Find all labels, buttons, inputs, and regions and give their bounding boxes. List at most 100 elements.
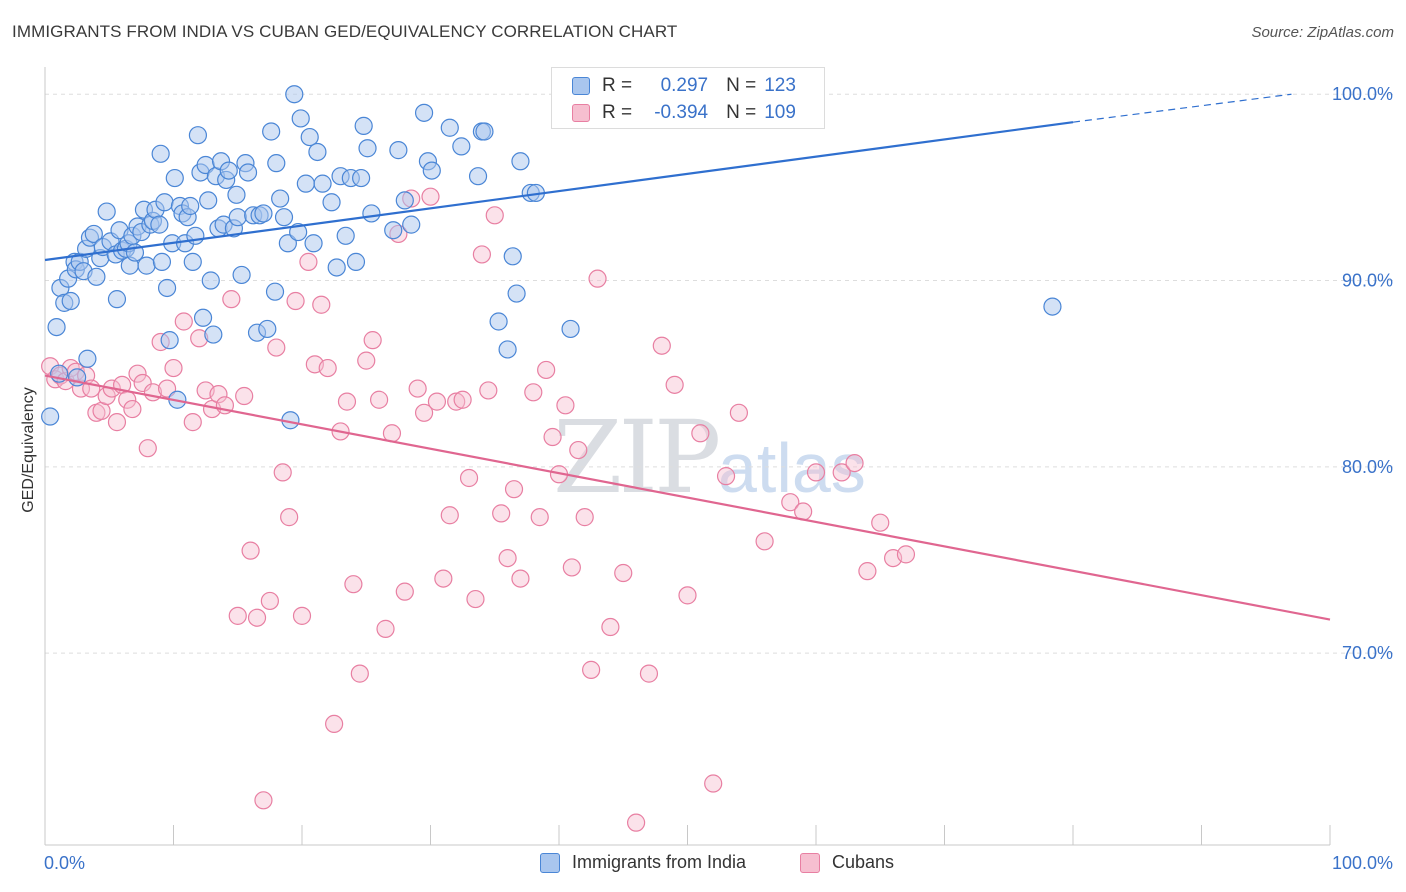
cuban-point [781,493,800,512]
series-legend-india[interactable]: Immigrants from India [540,852,746,873]
cuban-point [652,336,671,355]
india-point [308,142,327,162]
source-label: Source: ZipAtlas.com [1251,24,1394,41]
india-point [271,189,290,208]
cuban-point [363,331,382,350]
india-point [107,290,127,309]
india-point [503,247,522,266]
cuban-point [434,569,453,588]
cuban-point [414,403,434,422]
india-point [395,191,414,210]
india-trendline [44,121,1074,262]
cuban-point [601,617,620,637]
india-point [219,161,238,180]
india-point [150,215,169,234]
india-point [97,202,116,221]
india-point [61,291,80,311]
india-point [468,167,488,186]
india-point [322,193,341,212]
cuban-point [318,358,337,378]
legend-n-value: 123 [764,75,796,96]
india-point [489,312,508,331]
cuban-point [408,379,427,398]
legend-swatch-india [572,77,590,95]
cuban-point [472,245,491,264]
cuban-point [569,440,588,460]
india-trendline-extension [1072,93,1292,123]
india-point [87,267,106,286]
india-point [384,221,403,240]
india-point [152,252,172,271]
cuban-point [537,360,556,380]
cuban-point [459,468,479,488]
series-label-india: Immigrants from India [572,852,747,872]
legend-r-label: R = [602,102,633,123]
x-tick-label: 0.0% [44,853,85,873]
y-tick-label: 90.0% [1342,271,1393,291]
cuban-point [665,375,684,394]
india-point [232,265,251,285]
cuban-point [639,664,659,683]
india-point [181,196,200,216]
cuban-point [729,403,749,422]
india-point [285,85,304,104]
cuban-point [556,396,575,415]
cuban-point [273,463,292,482]
y-tick-label: 80.0% [1342,457,1393,477]
india-point [498,340,517,359]
series-legend-cubans[interactable]: Cubans [800,852,894,873]
cuban-point [376,619,395,638]
cuban-point [858,562,877,581]
y-axis-label: GED/Equivalency [20,387,37,513]
cuban-point [466,589,485,609]
cuban-point [896,545,916,564]
india-point [389,141,408,160]
cuban-point [511,569,530,588]
cuban-point [543,427,562,447]
cuban-point [222,290,241,309]
cuban-point [575,508,594,527]
y-tick-label: 70.0% [1342,643,1393,663]
india-point [165,168,184,188]
cuban-point [832,463,851,482]
india-point [258,319,277,339]
x-tick-label: 100.0% [1332,853,1393,873]
cuban-point [174,312,193,331]
cuban-point [427,392,447,411]
india-point [137,256,156,275]
legend-r-label: R = [602,75,633,96]
cuban-point [254,791,273,810]
cuban-point [123,399,142,419]
cuban-point [704,774,723,793]
india-point [278,234,297,253]
cuban-point [530,508,549,527]
legend-n-value: 109 [764,102,796,123]
india-point [304,234,323,253]
india-point [201,271,220,290]
india-point [300,127,319,147]
cuban-point [128,364,147,383]
cuban-point [447,392,466,411]
cuban-point [299,252,318,271]
cuban-point [492,504,511,523]
legend-n-label: N = [726,102,757,123]
cuban-point [504,480,524,499]
legend-r-value: 0.297 [660,75,709,96]
cuban-point [344,575,363,594]
cuban-point [164,358,183,378]
india-point [193,308,213,327]
cuban-point [247,608,267,627]
y-axis-label-wrap: GED/Equivalency [14,300,44,600]
india-point [160,331,179,350]
india-point [291,109,310,128]
cuban-point [235,386,254,406]
cuban-point [312,295,331,314]
india-point [199,191,218,210]
india-point [422,161,441,180]
india-point [228,208,247,227]
series-legend: Immigrants from India Cubans [0,852,1406,878]
india-point [84,224,103,244]
india-point [267,154,286,173]
india-point [440,118,459,137]
series-label-cubans: Cubans [832,852,895,872]
